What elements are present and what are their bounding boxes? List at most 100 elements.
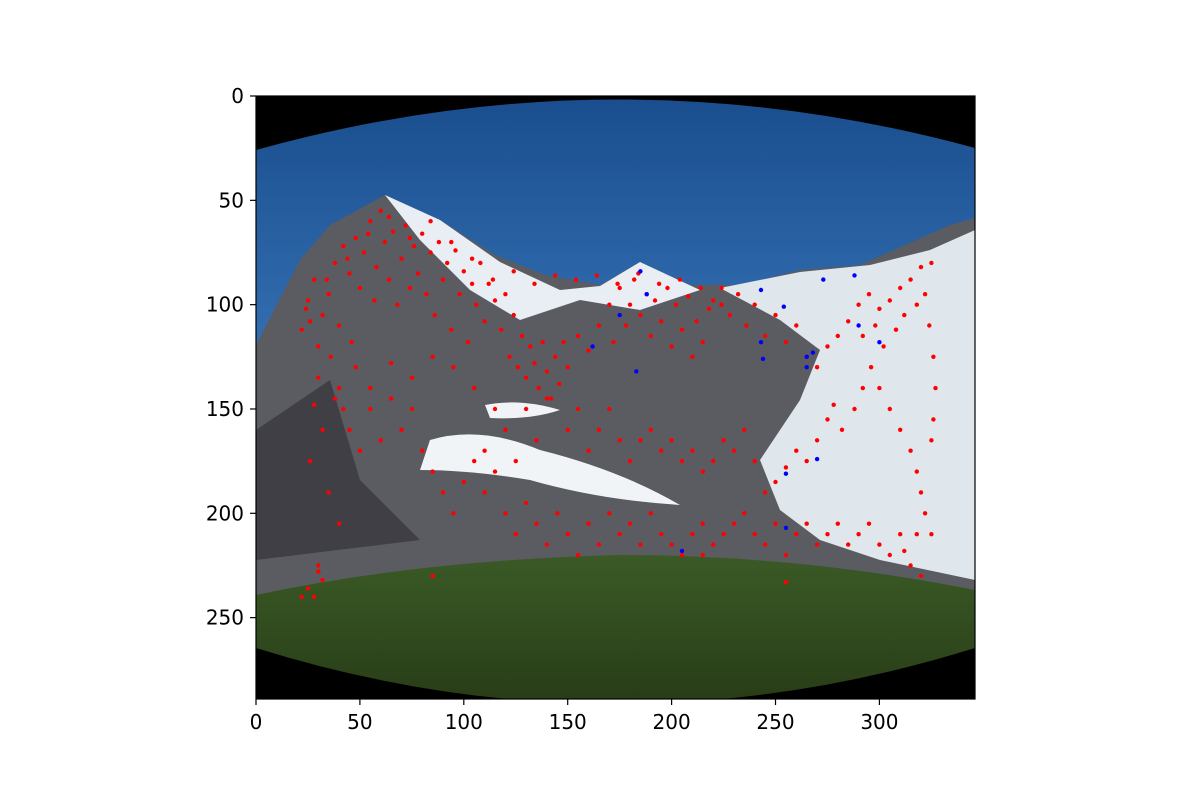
blue-point — [644, 292, 649, 297]
red-point — [328, 354, 333, 359]
red-point — [690, 448, 695, 453]
red-point — [804, 521, 809, 526]
red-point — [548, 396, 554, 401]
red-point — [445, 260, 450, 266]
red-point — [596, 427, 602, 432]
red-point — [341, 244, 346, 249]
red-point — [499, 327, 504, 332]
red-point — [388, 360, 394, 366]
red-point — [451, 511, 456, 516]
red-point — [586, 448, 591, 453]
red-point — [927, 323, 932, 328]
red-point — [638, 542, 643, 547]
red-point — [648, 333, 653, 339]
red-point — [482, 448, 487, 453]
red-point — [752, 532, 757, 537]
red-point — [472, 458, 477, 464]
red-point — [908, 563, 913, 568]
red-point — [679, 458, 685, 464]
red-point — [513, 458, 518, 464]
red-point — [731, 521, 737, 526]
red-point — [523, 500, 529, 506]
red-point — [623, 323, 629, 328]
red-point — [690, 532, 695, 537]
x-axis: 0 50 100 150 200 250 300 — [250, 699, 899, 734]
x-tick-label: 200 — [653, 710, 691, 734]
red-point — [565, 365, 570, 370]
border-bottom — [256, 648, 975, 699]
blue-point — [804, 354, 809, 359]
red-point — [523, 406, 529, 412]
red-point — [519, 333, 525, 339]
red-point — [432, 312, 437, 318]
red-point — [617, 532, 622, 537]
red-point — [659, 448, 664, 453]
red-point — [752, 302, 757, 307]
red-point — [553, 273, 558, 278]
red-point — [825, 532, 830, 537]
red-point — [440, 490, 446, 495]
red-point — [783, 552, 789, 558]
red-point — [586, 521, 591, 526]
blue-point — [821, 277, 826, 282]
red-point — [553, 354, 558, 359]
red-point — [420, 448, 425, 453]
red-point — [307, 319, 313, 324]
red-point — [835, 521, 840, 526]
red-point — [453, 248, 458, 253]
red-point — [415, 271, 421, 276]
blue-point — [804, 365, 809, 370]
red-point — [929, 260, 934, 266]
red-point — [706, 306, 712, 311]
red-point — [783, 340, 789, 345]
red-point — [617, 438, 622, 443]
x-tick-label: 300 — [860, 710, 898, 734]
background-photo — [256, 96, 975, 699]
red-point — [353, 365, 358, 370]
red-point — [440, 277, 446, 282]
red-point — [326, 292, 331, 297]
snow-glacier-right — [720, 230, 975, 580]
red-point — [544, 542, 550, 547]
red-point — [326, 490, 331, 495]
x-tick-label: 0 — [250, 710, 263, 734]
red-point — [536, 385, 541, 391]
red-point — [638, 438, 643, 443]
red-point — [868, 365, 874, 370]
red-point — [690, 354, 695, 359]
red-point — [835, 333, 840, 339]
red-point — [503, 511, 508, 516]
red-point — [534, 521, 539, 526]
red-point — [679, 327, 685, 332]
red-point — [679, 552, 685, 558]
red-point — [744, 323, 749, 328]
red-point — [627, 521, 633, 526]
red-point — [469, 281, 475, 286]
red-point — [673, 302, 678, 307]
red-point — [825, 344, 830, 349]
blue-point — [679, 548, 685, 554]
red-point — [794, 323, 799, 328]
x-tick-label: 50 — [347, 710, 372, 734]
red-point — [898, 285, 903, 291]
red-point — [933, 385, 938, 391]
y-tick-label: 50 — [219, 188, 244, 212]
red-point — [303, 306, 309, 311]
red-point — [856, 532, 861, 537]
red-point — [486, 281, 491, 286]
blue-point — [617, 312, 622, 318]
red-point — [669, 438, 674, 443]
red-point — [607, 511, 612, 516]
red-point — [794, 532, 799, 537]
red-point — [395, 302, 400, 307]
blue-point — [760, 356, 766, 362]
red-point — [762, 542, 768, 547]
red-point — [887, 406, 892, 412]
red-point — [922, 292, 928, 297]
red-point — [831, 402, 836, 407]
red-point — [312, 594, 317, 599]
red-point — [914, 302, 919, 307]
red-point — [719, 302, 724, 307]
blue-point — [758, 287, 764, 293]
y-tick-label: 200 — [206, 501, 244, 525]
